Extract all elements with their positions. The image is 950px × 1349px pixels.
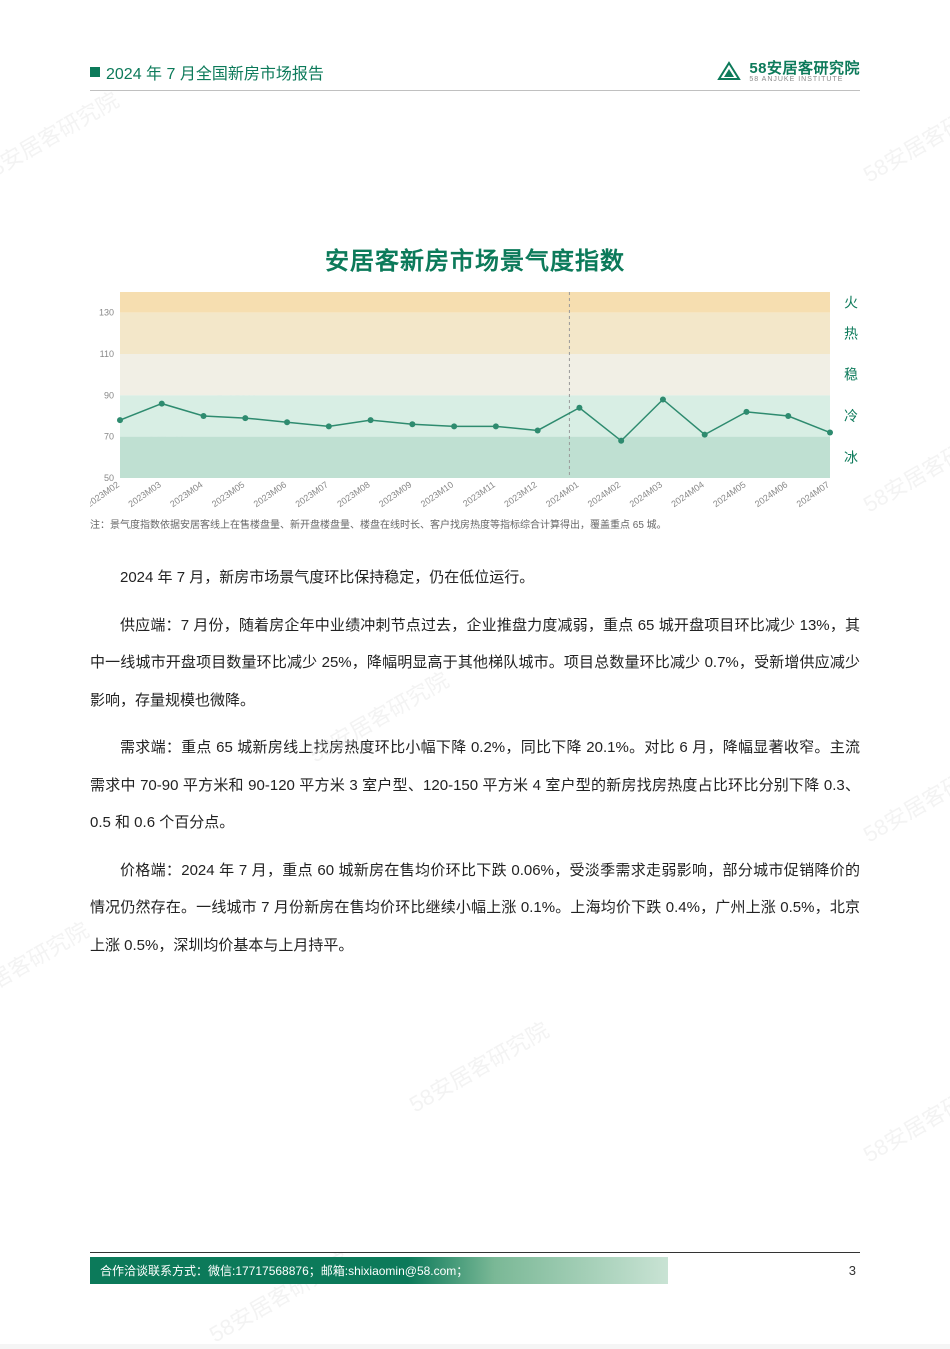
svg-text:2024M02: 2024M02 [586,479,622,508]
watermark: 58安居客研究院 [402,1013,554,1119]
svg-text:2023M06: 2023M06 [252,479,288,508]
contact-bar: 合作洽谈联系方式：微信:17717568876；邮箱:shixiaomin@58… [90,1257,668,1284]
paragraph: 价格端：2024 年 7 月，重点 60 城新房在售均价环比下跌 0.06%，受… [90,852,860,965]
svg-text:冷: 冷 [844,408,858,424]
sentiment-index-chart: 火热稳冷冰5070901101302023M022023M032023M0420… [90,288,860,508]
paragraph: 供应端：7 月份，随着房企年中业绩冲刺节点过去，企业推盘力度减弱，重点 65 城… [90,607,860,720]
svg-text:90: 90 [104,390,114,400]
svg-text:2023M04: 2023M04 [168,479,204,508]
chart-footnote: 注：景气度指数依据安居客线上在售楼盘量、新开盘楼盘量、楼盘在线时长、客户找房热度… [90,516,860,531]
chart-title: 安居客新房市场景气度指数 [90,241,860,276]
header-title-block: 2024 年 7 月全国新房市场报告 [90,60,324,84]
watermark: 58安居客研究院 [0,83,124,189]
svg-text:2023M11: 2023M11 [461,479,497,508]
svg-text:热: 热 [844,325,858,341]
watermark: 58安居客研究院 [856,743,950,849]
svg-text:2024M07: 2024M07 [795,479,831,508]
svg-text:火: 火 [844,294,858,310]
svg-text:2023M09: 2023M09 [377,479,413,508]
svg-text:2024M05: 2024M05 [711,479,747,508]
svg-text:稳: 稳 [844,367,858,383]
watermark: 58安居客研究院 [856,1063,950,1169]
page-footer: 合作洽谈联系方式：微信:17717568876；邮箱:shixiaomin@58… [90,1252,860,1284]
watermark: 58安居客研究院 [856,413,950,519]
svg-text:2023M10: 2023M10 [419,479,455,508]
report-page: 58安居客研究院 58安居客研究院 58安居客研究院 58安居客研究院 58安居… [0,0,950,1344]
body-text: 2024 年 7 月，新房市场景气度环比保持稳定，仍在低位运行。 供应端：7 月… [90,559,860,964]
watermark: 58安居客研究院 [0,913,94,1019]
report-title: 2024 年 7 月全国新房市场报告 [106,60,324,84]
svg-text:70: 70 [104,432,114,442]
svg-text:2024M01: 2024M01 [544,479,580,508]
svg-text:2024M04: 2024M04 [669,479,705,508]
page-header: 2024 年 7 月全国新房市场报告 58安居客研究院 58 ANJUKE IN… [90,60,860,91]
svg-text:110: 110 [100,349,114,359]
chart-svg: 火热稳冷冰5070901101302023M022023M032023M0420… [90,288,860,508]
svg-text:2023M12: 2023M12 [502,479,538,508]
logo: 58安居客研究院 58 ANJUKE INSTITUTE [715,61,860,83]
svg-text:2023M07: 2023M07 [293,479,329,508]
svg-text:2023M08: 2023M08 [335,479,371,508]
page-number: 3 [849,1263,860,1278]
watermark: 58安居客研究院 [856,83,950,189]
svg-text:2024M03: 2024M03 [628,479,664,508]
logo-icon [715,61,743,83]
svg-text:2023M03: 2023M03 [126,479,162,508]
svg-text:2023M02: 2023M02 [90,479,121,508]
svg-text:冰: 冰 [844,449,858,465]
bullet-icon [90,67,100,77]
logo-text-en: 58 ANJUKE INSTITUTE [749,76,860,83]
logo-text-cn: 58安居客研究院 [749,61,860,76]
svg-text:2024M06: 2024M06 [753,479,789,508]
paragraph: 需求端：重点 65 城新房线上找房热度环比小幅下降 0.2%，同比下降 20.1… [90,729,860,842]
svg-text:2023M05: 2023M05 [210,479,246,508]
paragraph: 2024 年 7 月，新房市场景气度环比保持稳定，仍在低位运行。 [90,559,860,597]
svg-text:130: 130 [99,308,114,318]
